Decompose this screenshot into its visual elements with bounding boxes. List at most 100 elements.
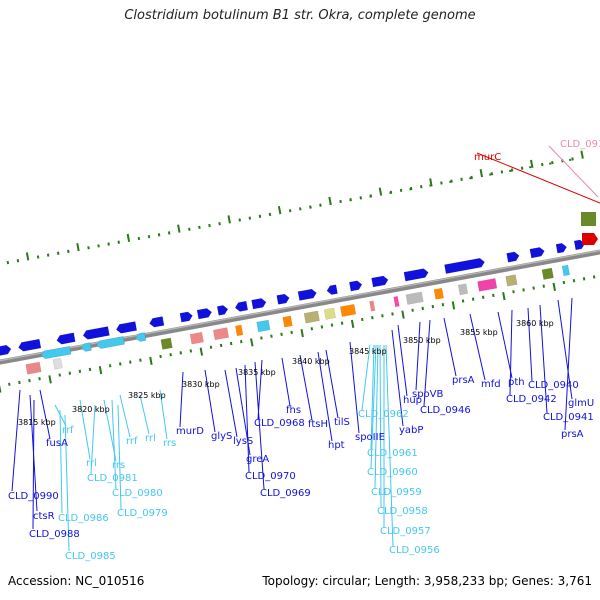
scale-tick — [592, 275, 596, 279]
leader-line — [64, 414, 70, 552]
scale-tick — [288, 209, 292, 213]
scale-tick — [440, 181, 443, 185]
gene-cds-arrow — [506, 251, 520, 263]
gene-feature-box — [256, 319, 271, 333]
scale-tick — [571, 157, 574, 161]
gene-cds-arrow — [349, 280, 363, 292]
scale-tick — [28, 378, 31, 383]
scale-tick — [117, 240, 121, 244]
gene-label: glyS — [211, 431, 232, 442]
gene-cds-arrow — [251, 298, 267, 310]
scale-tick-label: 3860 kbp — [516, 319, 554, 328]
scale-tick — [540, 162, 544, 167]
scale-tick — [522, 288, 525, 292]
gene-cds-arrow — [276, 293, 290, 305]
gene-label: murC — [474, 152, 501, 163]
gene-feature-box — [477, 278, 498, 292]
leader-line — [257, 359, 263, 420]
gene-label: CLD_0960 — [367, 467, 418, 478]
gene-label: CLD_0941 — [543, 412, 594, 423]
gene-rna-arrow — [96, 336, 125, 349]
scale-tick — [188, 227, 191, 231]
gene-label: rrl — [145, 433, 156, 444]
gene-label: greA — [246, 454, 269, 465]
scale-tick — [38, 377, 41, 381]
scale-tick — [360, 317, 364, 322]
scale-tick — [319, 203, 322, 207]
leader-line — [443, 317, 457, 377]
gene-feature-box — [25, 361, 42, 375]
gene-label: ctsR — [33, 511, 55, 522]
gene-cds-arrow — [18, 338, 42, 352]
gene-label: CLD_0957 — [380, 526, 431, 537]
gene-cds-arrow — [234, 300, 249, 312]
leader-line — [509, 309, 513, 396]
scale-tick — [78, 369, 82, 373]
scale-tick — [258, 214, 262, 218]
leader-line — [370, 344, 375, 450]
scale-tick — [239, 340, 243, 344]
gene-highlight-arrow — [582, 233, 598, 245]
gene-label: fhs — [286, 405, 301, 416]
gene-feature-box — [339, 303, 357, 317]
gene-rna-arrow — [135, 332, 147, 342]
scale-tick — [350, 319, 355, 328]
scale-tick — [378, 187, 383, 196]
scale-tick — [510, 168, 514, 172]
scale-tick — [129, 360, 132, 364]
scale-tick — [441, 303, 445, 307]
label-leader-lines — [11, 145, 600, 552]
gene-label: CLD_0970 — [245, 471, 296, 482]
scale-tick — [199, 347, 204, 356]
scale-tick — [48, 375, 52, 384]
scale-tick — [137, 236, 141, 241]
gene-feature-box — [457, 283, 469, 296]
scale-tick — [56, 251, 60, 255]
gene-cds-arrow — [56, 332, 76, 345]
scale-tick — [451, 301, 456, 310]
scale-tick — [512, 290, 515, 294]
gene-label: CLD_0986 — [58, 513, 109, 524]
scale-tick — [421, 306, 424, 311]
gene-feature-box — [160, 337, 173, 350]
gene-label: CLD_0969 — [260, 488, 311, 499]
gene-label: rrs — [163, 438, 176, 449]
scale-tick — [159, 354, 162, 359]
gene-cds-arrow — [115, 321, 138, 334]
gene-label: fusA — [46, 438, 68, 449]
gene-cds-arrow — [196, 308, 212, 320]
scale-tick — [250, 338, 254, 347]
scale-tick — [179, 351, 182, 355]
leader-line — [361, 344, 371, 411]
leader-line — [379, 344, 382, 508]
leader-line — [539, 304, 548, 414]
gene-feature-box — [561, 264, 571, 277]
scale-tick-labels: 3815 kbp 3820 kbp 3825 kbp 3830 kbp 3835 kbp… — [18, 319, 554, 427]
gene-cds-arrow — [444, 258, 485, 274]
gene-label: prsA — [561, 429, 584, 440]
gene-label: pth — [508, 377, 525, 388]
scale-tick — [248, 216, 252, 220]
gene-label: CLD_0962 — [358, 409, 409, 420]
scale-tick — [169, 353, 172, 357]
gene-label: ftsH — [308, 419, 328, 430]
scale-tick — [126, 233, 131, 242]
leader-line — [317, 351, 333, 442]
scale-tick — [572, 279, 576, 283]
leader-line — [179, 371, 184, 428]
gene-label: rrl — [86, 458, 97, 469]
scale-tick — [399, 188, 403, 193]
leader-line — [159, 389, 168, 440]
scale-tick — [530, 159, 534, 168]
scale-tick — [500, 170, 504, 174]
gene-cds-arrow — [326, 284, 338, 295]
scale-tick — [227, 215, 231, 224]
scale-tick — [490, 172, 494, 176]
gene-label: CLD_0956 — [389, 545, 440, 556]
leader-line — [117, 404, 122, 510]
scale-tick — [551, 160, 554, 165]
scale-tick — [542, 284, 545, 288]
gene-label: spoVB — [412, 389, 444, 400]
gene-label: CLD_0990 — [8, 491, 59, 502]
